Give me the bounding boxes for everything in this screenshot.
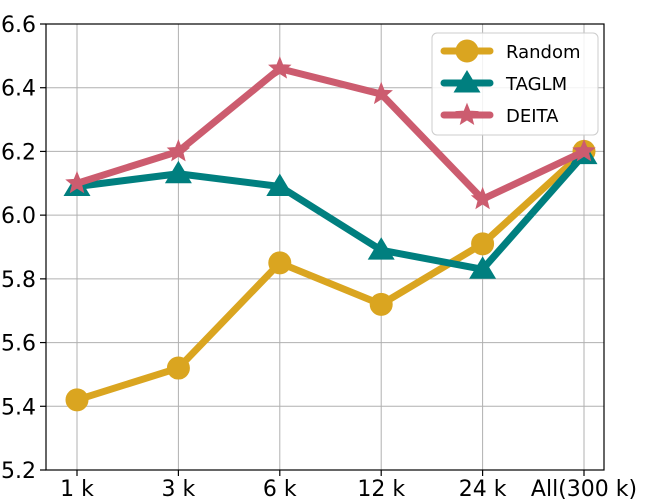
y-tick-label: 5.6: [1, 332, 36, 357]
data-point-taglm: [367, 237, 395, 260]
x-tick-label: All(300 k): [531, 477, 637, 500]
y-tick-label: 5.2: [1, 459, 36, 484]
legend-marker: [455, 102, 479, 125]
data-point-deita: [166, 139, 191, 162]
legend: Random TAGLM DEITA: [431, 32, 599, 136]
series-line-deita: [73, 65, 588, 203]
data-point-deita: [470, 186, 495, 210]
y-tick-label: 6.4: [1, 77, 36, 102]
legend-item-deita: DEITA: [440, 102, 559, 127]
x-tick-label: 24 k: [459, 477, 507, 500]
legend-item-taglm: TAGLM: [440, 70, 567, 95]
y-tick-label: 5.4: [1, 395, 36, 420]
axis-ticks: 5.2 5.4 5.6 5.8 6.0 6.2 6.4 6.6 1 k 3 k 6 k 12 k 24 …: [1, 13, 637, 500]
legend-label: TAGLM: [505, 74, 567, 95]
series-layer: [63, 56, 598, 412]
data-point-taglm: [469, 256, 497, 279]
y-tick-label: 6.2: [1, 140, 36, 165]
y-tick-label: 5.8: [1, 268, 36, 293]
series-line-taglm: [73, 151, 588, 273]
series-line-random: [73, 147, 588, 404]
legend-item-random: Random: [440, 39, 581, 63]
legend-label: DEITA: [506, 106, 559, 127]
data-point-deita: [369, 81, 393, 105]
y-tick-label: 6.6: [1, 13, 36, 38]
y-tick-label: 6.0: [1, 204, 36, 229]
x-tick-label: 3 k: [162, 477, 196, 500]
data-point-random: [471, 232, 495, 256]
data-point-deita: [268, 56, 292, 79]
series-deita: [65, 56, 596, 210]
x-tick-label: 6 k: [263, 477, 297, 500]
legend-label: Random: [506, 42, 581, 63]
data-point-deita: [65, 170, 89, 194]
data-point-taglm: [266, 173, 294, 196]
data-point-taglm: [164, 160, 192, 184]
data-point-random: [369, 292, 393, 316]
plot-frame: [45, 23, 605, 471]
x-tick-label: 1 k: [60, 477, 94, 500]
data-point-random: [268, 251, 292, 275]
data-point-random: [166, 356, 190, 380]
data-point-deita: [572, 139, 596, 162]
legend-marker: [455, 39, 479, 63]
x-tick-label: 12 k: [357, 477, 405, 500]
data-point-random: [65, 388, 89, 412]
legend-marker: [453, 70, 481, 93]
